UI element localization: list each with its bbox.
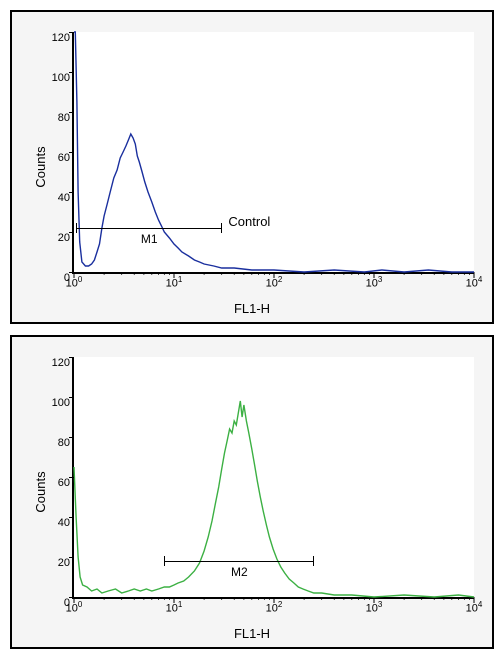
xlabel-top: FL1-H: [234, 301, 270, 316]
ytick: 120: [52, 32, 74, 44]
ytick: 20: [58, 557, 74, 569]
xtick: 104: [466, 597, 483, 615]
figure-container: Counts FL1-H 020406080100120100101102103…: [0, 0, 500, 654]
ytick-mark: [69, 557, 74, 558]
ytick-mark: [69, 192, 74, 193]
ytick: 40: [58, 192, 74, 204]
xtick: 102: [266, 597, 283, 615]
histogram-top: [74, 32, 474, 272]
ytick-mark: [69, 232, 74, 233]
ytick: 80: [58, 437, 74, 449]
gate-marker: [164, 561, 313, 562]
histogram-line: [74, 32, 474, 272]
ytick-mark: [69, 72, 74, 73]
ylabel-top: Counts: [33, 146, 48, 187]
ytick: 20: [58, 232, 74, 244]
ytick-mark: [69, 477, 74, 478]
plot-area-top: 020406080100120100101102103104M1Control: [72, 32, 474, 274]
xtick: 104: [466, 272, 483, 290]
ylabel-bottom: Counts: [33, 471, 48, 512]
plot-area-bottom: 020406080100120100101102103104M2: [72, 357, 474, 599]
ytick: 80: [58, 112, 74, 124]
histogram-line: [74, 401, 474, 597]
gate-marker-label: M1: [141, 232, 158, 246]
xtick: 100: [66, 272, 83, 290]
ytick-mark: [69, 112, 74, 113]
ytick: 100: [52, 72, 74, 84]
ytick: 100: [52, 397, 74, 409]
ytick-mark: [69, 357, 74, 358]
ytick-mark: [69, 437, 74, 438]
xlabel-bottom: FL1-H: [234, 626, 270, 641]
panel-sample: Counts FL1-H 020406080100120100101102103…: [10, 335, 494, 649]
panel-control: Counts FL1-H 020406080100120100101102103…: [10, 10, 494, 324]
ytick-mark: [69, 517, 74, 518]
xtick: 101: [166, 597, 183, 615]
ytick-mark: [69, 32, 74, 33]
ytick: 40: [58, 517, 74, 529]
ytick-mark: [69, 397, 74, 398]
xtick: 103: [366, 597, 383, 615]
ytick: 60: [58, 152, 74, 164]
ytick: 60: [58, 477, 74, 489]
xtick: 100: [66, 597, 83, 615]
xtick: 102: [266, 272, 283, 290]
gate-marker-label: M2: [231, 565, 248, 579]
xtick: 103: [366, 272, 383, 290]
gate-marker: [76, 228, 222, 229]
ytick-mark: [69, 152, 74, 153]
xtick: 101: [166, 272, 183, 290]
ytick: 120: [52, 357, 74, 369]
annotation-label: Control: [228, 214, 270, 229]
